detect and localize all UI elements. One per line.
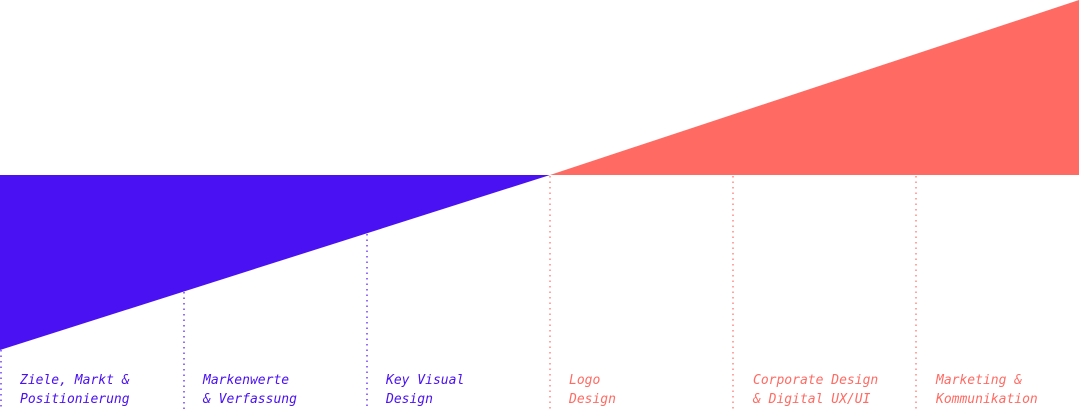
stage-label-line: Design	[569, 392, 616, 407]
left-wedge	[0, 175, 550, 350]
stage-label-line: Ziele, Markt &	[20, 373, 130, 388]
stage-label-logo-design: Logo Design	[569, 371, 616, 409]
stage-label-line: & Digital UX/UI	[753, 392, 871, 407]
stage-label-goals: Ziele, Markt & Positionierung	[20, 371, 130, 409]
stage-label-line: & Verfassung	[203, 392, 297, 407]
right-wedge	[550, 0, 1079, 175]
stage-label-line: Marketing &	[936, 373, 1023, 388]
stage-label-line: Markenwerte	[203, 373, 290, 388]
stage-label-line: Positionierung	[20, 392, 130, 407]
stage-label-corporate-design: Corporate Design & Digital UX/UI	[753, 371, 878, 409]
stage-label-line: Design	[386, 392, 433, 407]
stage-label-brand-values: Markenwerte & Verfassung	[203, 371, 297, 409]
stage-label-line: Logo	[569, 373, 601, 388]
stage-label-marketing: Marketing & Kommunikation	[936, 371, 1038, 409]
stage-label-line: Corporate Design	[753, 373, 879, 388]
stage-label-line: Kommunikation	[936, 392, 1038, 407]
stage-label-key-visual: Key Visual Design	[386, 371, 464, 409]
stage-label-line: Key Visual	[386, 373, 465, 388]
